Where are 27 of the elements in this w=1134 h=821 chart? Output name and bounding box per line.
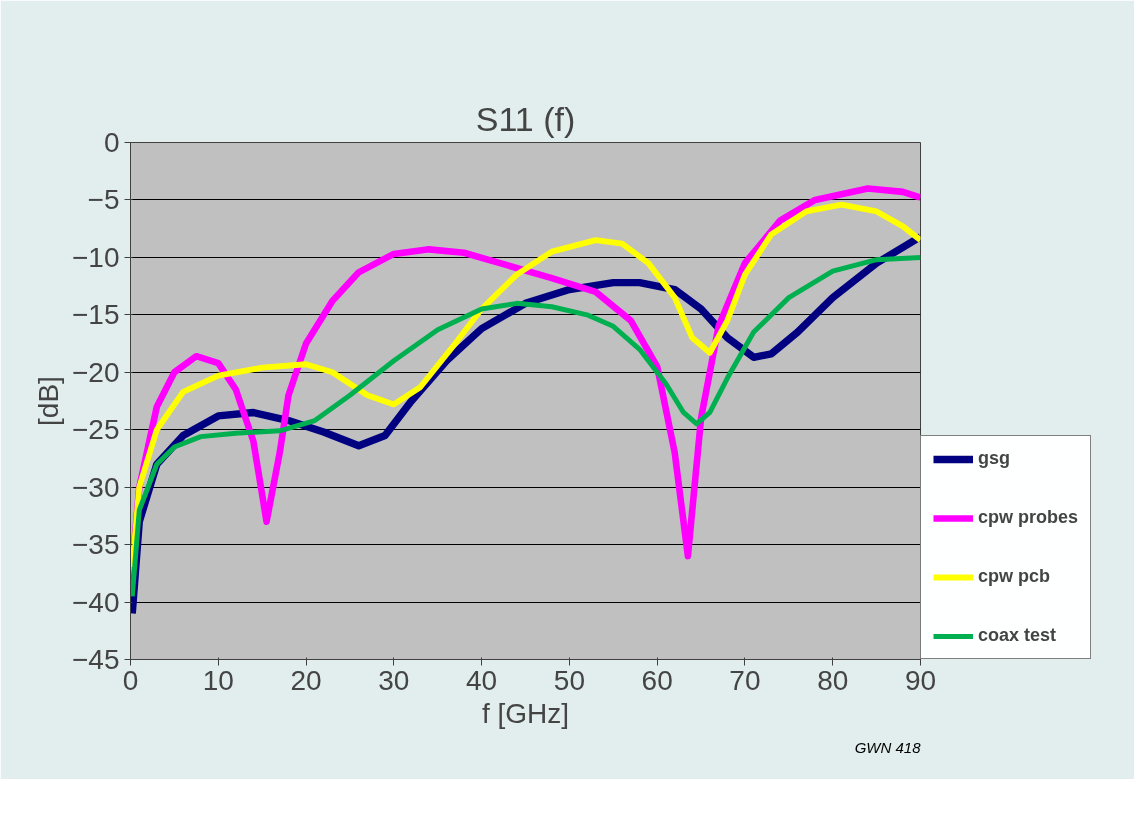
legend-label: cpw pcb <box>978 566 1051 587</box>
y-tick-label: −20 <box>72 356 120 388</box>
y-tick-label: −5 <box>87 184 120 216</box>
y-axis-title: [dB] <box>33 376 64 426</box>
x-tick-label: 60 <box>641 664 673 696</box>
y-tick-label: −15 <box>72 299 120 331</box>
x-tick-label: 50 <box>553 664 585 696</box>
legend-label: coax test <box>978 625 1057 646</box>
y-tick-label: −35 <box>72 529 120 561</box>
chart-title: S11 (f) <box>475 99 576 138</box>
x-tick-label: 40 <box>466 664 498 696</box>
legend-label: gsg <box>978 448 1011 469</box>
x-tick-label: 30 <box>378 664 410 696</box>
y-tick-label: −10 <box>72 241 120 273</box>
x-axis-title: f [GHz] <box>481 697 570 729</box>
y-tick-label: −25 <box>72 414 120 446</box>
x-tick-label: 80 <box>817 664 849 696</box>
y-tick-label: −40 <box>72 586 120 618</box>
legend-label: cpw probes <box>978 507 1079 528</box>
y-tick-label: 0 <box>103 127 120 158</box>
x-tick-label: 10 <box>202 664 234 696</box>
x-tick-label: 90 <box>904 664 937 696</box>
y-tick-label: −45 <box>72 644 120 675</box>
x-tick-label: 70 <box>729 664 761 696</box>
x-tick-label: 20 <box>290 664 322 696</box>
y-tick-label: −30 <box>72 471 120 503</box>
text: GWN 418 <box>854 738 922 756</box>
